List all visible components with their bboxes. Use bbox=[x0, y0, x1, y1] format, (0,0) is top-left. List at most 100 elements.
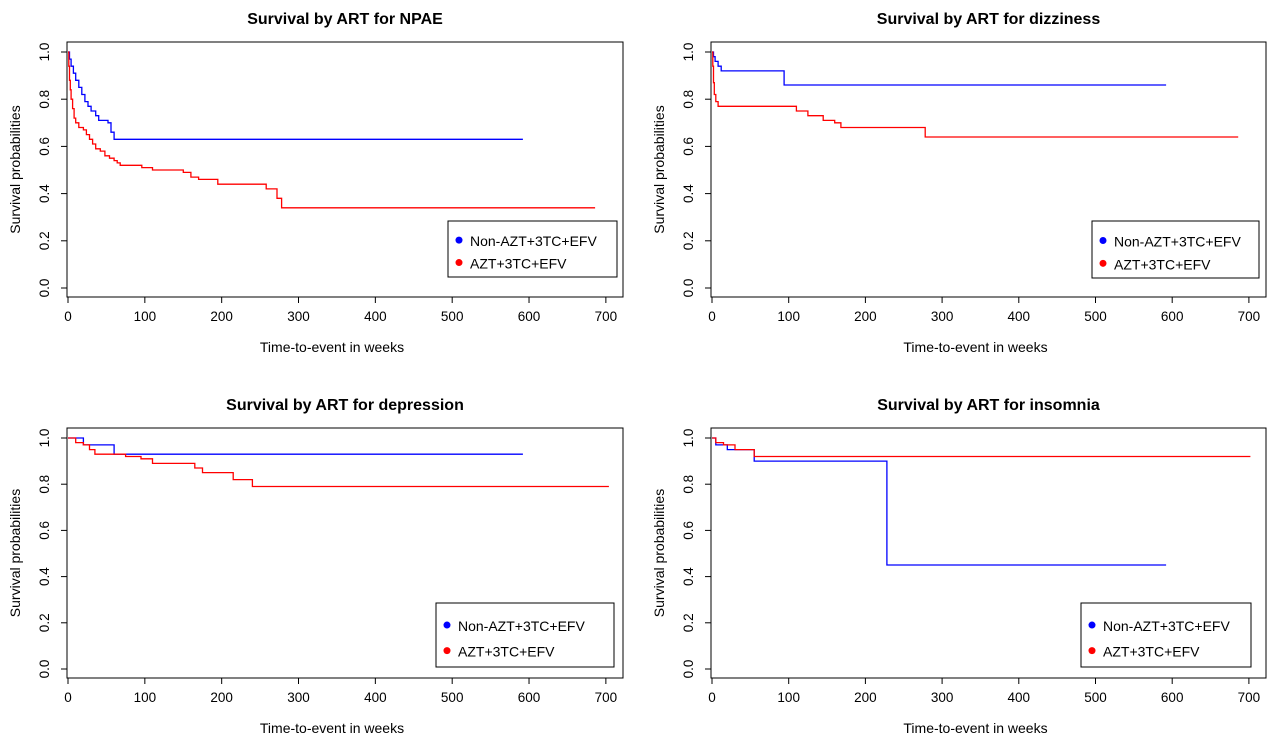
x-tick-label: 400 bbox=[1008, 309, 1031, 324]
chart-title: Survival by ART for depression bbox=[226, 397, 464, 414]
y-tick-label: 0.0 bbox=[37, 660, 52, 679]
x-tick-label: 400 bbox=[1008, 690, 1031, 705]
y-tick-label: 0.0 bbox=[681, 279, 696, 298]
legend-box bbox=[1091, 220, 1260, 279]
legend-label: AZT+3TC+EFV bbox=[1103, 644, 1200, 660]
x-tick-label: 500 bbox=[1084, 309, 1107, 324]
y-axis-label: Survival probabilities bbox=[7, 489, 23, 617]
y-tick-label: 0.6 bbox=[37, 521, 52, 540]
legend: Non-AZT+3TC+EFV AZT+3TC+EFV bbox=[435, 602, 615, 668]
y-tick-label: 0.6 bbox=[37, 137, 52, 156]
x-tick-label: 500 bbox=[441, 690, 464, 705]
legend: Non-AZT+3TC+EFV AZT+3TC+EFV bbox=[1091, 220, 1260, 279]
survival-curve bbox=[68, 437, 609, 488]
y-tick-label: 0.8 bbox=[37, 90, 52, 109]
y-tick-label: 0.6 bbox=[681, 521, 696, 540]
y-axis-label: Survival probabilities bbox=[7, 105, 23, 233]
y-tick-label: 0.2 bbox=[681, 231, 696, 250]
survival-curve bbox=[68, 437, 523, 455]
y-tick-label: 0.2 bbox=[37, 231, 52, 250]
legend-box bbox=[447, 220, 618, 278]
chart-title: Survival by ART for insomnia bbox=[877, 397, 1100, 414]
y-tick-label: 0.4 bbox=[681, 567, 696, 586]
x-tick-label: 300 bbox=[931, 309, 954, 324]
chart-panel: Survival by ART for depression Time-to-ev… bbox=[7, 397, 624, 735]
plot-frame bbox=[66, 41, 624, 298]
x-tick-label: 200 bbox=[854, 309, 877, 324]
y-tick-label: 0.2 bbox=[681, 613, 696, 632]
x-tick-label: 700 bbox=[595, 690, 618, 705]
y-tick-label: 0.0 bbox=[681, 660, 696, 679]
x-tick-label: 700 bbox=[595, 309, 618, 324]
x-tick-label: 700 bbox=[1238, 690, 1261, 705]
legend-marker bbox=[443, 621, 451, 629]
x-tick-label: 0 bbox=[64, 690, 72, 705]
x-tick-label: 500 bbox=[441, 309, 464, 324]
x-tick-label: 100 bbox=[134, 309, 157, 324]
y-tick-label: 0.8 bbox=[681, 475, 696, 494]
x-tick-label: 200 bbox=[210, 690, 233, 705]
plot-frame bbox=[710, 427, 1267, 679]
x-tick-label: 200 bbox=[854, 690, 877, 705]
legend: Non-AZT+3TC+EFV AZT+3TC+EFV bbox=[1080, 602, 1252, 668]
y-tick-label: 1.0 bbox=[37, 429, 52, 448]
x-tick-label: 0 bbox=[708, 309, 716, 324]
y-tick-label: 0.6 bbox=[681, 137, 696, 156]
survival-curve bbox=[712, 437, 1251, 458]
x-axis-label: Time-to-event in weeks bbox=[903, 339, 1047, 355]
legend: Non-AZT+3TC+EFV AZT+3TC+EFV bbox=[447, 220, 618, 278]
legend-marker bbox=[455, 236, 463, 244]
x-axis-label: Time-to-event in weeks bbox=[260, 720, 404, 735]
plot-frame bbox=[66, 427, 624, 679]
legend-marker bbox=[443, 647, 451, 655]
legend-marker bbox=[1099, 237, 1107, 245]
legend-marker bbox=[1099, 259, 1107, 267]
survival-curve bbox=[712, 51, 1167, 86]
y-tick-label: 0.4 bbox=[681, 184, 696, 203]
legend-label: Non-AZT+3TC+EFV bbox=[1103, 618, 1230, 634]
x-tick-label: 600 bbox=[518, 309, 541, 324]
legend-label: AZT+3TC+EFV bbox=[1114, 256, 1211, 272]
y-tick-label: 0.4 bbox=[37, 184, 52, 203]
x-tick-label: 0 bbox=[708, 690, 716, 705]
x-tick-label: 400 bbox=[364, 309, 387, 324]
survival-curve bbox=[68, 51, 523, 140]
y-tick-label: 1.0 bbox=[681, 429, 696, 448]
chart-panel: Survival by ART for insomnia Time-to-even… bbox=[651, 397, 1267, 735]
x-tick-label: 200 bbox=[210, 309, 233, 324]
x-tick-label: 400 bbox=[364, 690, 387, 705]
x-tick-label: 600 bbox=[518, 690, 541, 705]
x-tick-label: 700 bbox=[1238, 309, 1261, 324]
y-tick-label: 0.0 bbox=[37, 279, 52, 298]
x-tick-label: 300 bbox=[287, 309, 310, 324]
survival-curve bbox=[712, 51, 1239, 138]
legend-box bbox=[1080, 602, 1252, 668]
y-tick-label: 0.8 bbox=[37, 475, 52, 494]
x-tick-label: 500 bbox=[1084, 690, 1107, 705]
y-tick-label: 1.0 bbox=[681, 43, 696, 62]
survival-curve bbox=[68, 51, 596, 209]
x-tick-label: 0 bbox=[64, 309, 72, 324]
plot-frame bbox=[710, 41, 1267, 298]
legend-marker bbox=[455, 259, 463, 267]
chart-panel: Survival by ART for dizziness Time-to-eve… bbox=[651, 11, 1267, 355]
legend-marker bbox=[1088, 647, 1096, 655]
x-tick-label: 100 bbox=[777, 309, 800, 324]
x-tick-label: 300 bbox=[931, 690, 954, 705]
y-tick-label: 1.0 bbox=[37, 43, 52, 62]
chart-panel: Survival by ART for NPAE Time-to-event in… bbox=[7, 11, 624, 355]
legend-label: Non-AZT+3TC+EFV bbox=[1114, 234, 1241, 250]
y-axis-label: Survival probabilities bbox=[651, 105, 667, 233]
x-tick-label: 100 bbox=[777, 690, 800, 705]
legend-label: AZT+3TC+EFV bbox=[470, 256, 567, 272]
x-tick-label: 600 bbox=[1161, 309, 1184, 324]
y-tick-label: 0.2 bbox=[37, 613, 52, 632]
x-axis-label: Time-to-event in weeks bbox=[903, 720, 1047, 735]
legend-marker bbox=[1088, 621, 1096, 629]
legend-label: AZT+3TC+EFV bbox=[458, 644, 555, 660]
chart-title: Survival by ART for NPAE bbox=[247, 11, 443, 28]
legend-label: Non-AZT+3TC+EFV bbox=[458, 618, 585, 634]
chart-title: Survival by ART for dizziness bbox=[877, 11, 1101, 28]
x-axis-label: Time-to-event in weeks bbox=[260, 339, 404, 355]
